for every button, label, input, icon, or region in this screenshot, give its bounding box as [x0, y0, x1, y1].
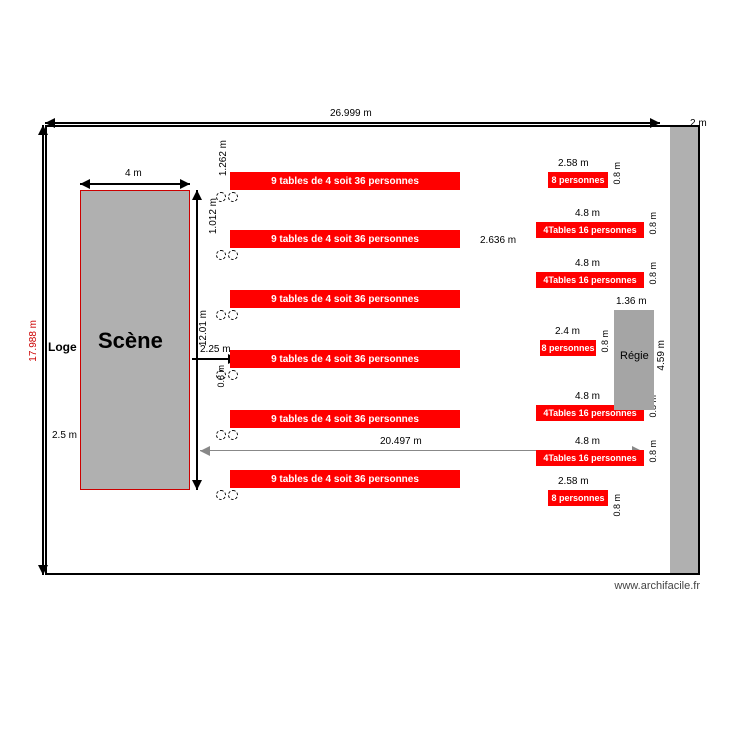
- table-row: 9 tables de 4 soit 36 personnes: [230, 410, 460, 428]
- dim-row-gap: 1.012 m: [208, 198, 219, 234]
- span-label: 20.497 m: [380, 436, 422, 447]
- scene-h-label: 12.01 m: [198, 310, 209, 346]
- side-table-right: 0.8 m: [612, 494, 622, 517]
- loge-label: Loge: [48, 340, 77, 354]
- side-table-right: 0.8 m: [648, 440, 658, 463]
- side-table-top: 4.8 m: [575, 391, 600, 402]
- credit-text: www.archifacile.fr: [614, 580, 700, 592]
- scene-w-al: [80, 179, 90, 189]
- regie-label: Régie: [620, 350, 649, 362]
- chair-icon: [228, 370, 238, 380]
- side-table-top: 4.8 m: [575, 208, 600, 219]
- chair-icon: [216, 250, 226, 260]
- chair-icon: [228, 250, 238, 260]
- scene-label: Scène: [98, 328, 163, 354]
- side-table: 8 personnes: [548, 172, 608, 188]
- table-row: 9 tables de 4 soit 36 personnes: [230, 172, 460, 190]
- side-table: 8 personnes: [540, 340, 596, 356]
- chair-icon: [228, 490, 238, 500]
- side-table-right: 0.8 m: [648, 262, 658, 285]
- side-table-top: 4.8 m: [575, 258, 600, 269]
- side-table: 8 personnes: [548, 490, 608, 506]
- side-table: 4Tables 16 personnes: [536, 222, 644, 238]
- loge-width: 2.5 m: [52, 430, 77, 441]
- offset-label: 2.25 m: [200, 344, 231, 355]
- dim-top-gap: 1.262 m: [218, 140, 229, 176]
- chair-icon: [216, 430, 226, 440]
- side-table-top: 2.58 m: [558, 158, 589, 169]
- side-table-top: 4.8 m: [575, 436, 600, 447]
- side-table-right: 0.8 m: [600, 330, 610, 353]
- regie-w: 1.36 m: [616, 296, 647, 307]
- scene-w-label: 4 m: [125, 168, 142, 179]
- table-row: 9 tables de 4 soit 36 personnes: [230, 470, 460, 488]
- side-table-top: 2.4 m: [555, 326, 580, 337]
- chair-icon: [228, 430, 238, 440]
- side-table-right: 0.8 m: [612, 162, 622, 185]
- scene-h-au: [192, 190, 202, 200]
- chair-icon: [228, 310, 238, 320]
- right-column: [670, 127, 698, 573]
- side-table-top: 2.58 m: [558, 476, 589, 487]
- side-table: 4Tables 16 personnes: [536, 450, 644, 466]
- dim-left-arrow-u: [38, 125, 48, 135]
- dim-left-label: 17.988 m: [28, 320, 39, 362]
- dim-top-line: [45, 122, 660, 124]
- side-table: 4Tables 16 personnes: [536, 272, 644, 288]
- chair-icon: [216, 192, 226, 202]
- span-al: [200, 446, 210, 456]
- dim-top-label: 26.999 m: [330, 108, 372, 119]
- chair-icon: [216, 310, 226, 320]
- dim-side-gap: 2.636 m: [480, 235, 516, 246]
- chair-icon: [216, 370, 226, 380]
- dim-left-arrow-d: [38, 565, 48, 575]
- scene-h-ad: [192, 480, 202, 490]
- chair-icon: [228, 192, 238, 202]
- side-table-right: 0.8 m: [648, 212, 658, 235]
- table-row: 9 tables de 4 soit 36 personnes: [230, 290, 460, 308]
- dim-left-line: [42, 125, 44, 575]
- regie-h: 4.59 m: [656, 340, 667, 371]
- scene-w-ar: [180, 179, 190, 189]
- chair-icon: [216, 490, 226, 500]
- table-row: 9 tables de 4 soit 36 personnes: [230, 350, 460, 368]
- scene-w-line: [80, 183, 190, 185]
- offset-line: [192, 358, 232, 360]
- table-row: 9 tables de 4 soit 36 personnes: [230, 230, 460, 248]
